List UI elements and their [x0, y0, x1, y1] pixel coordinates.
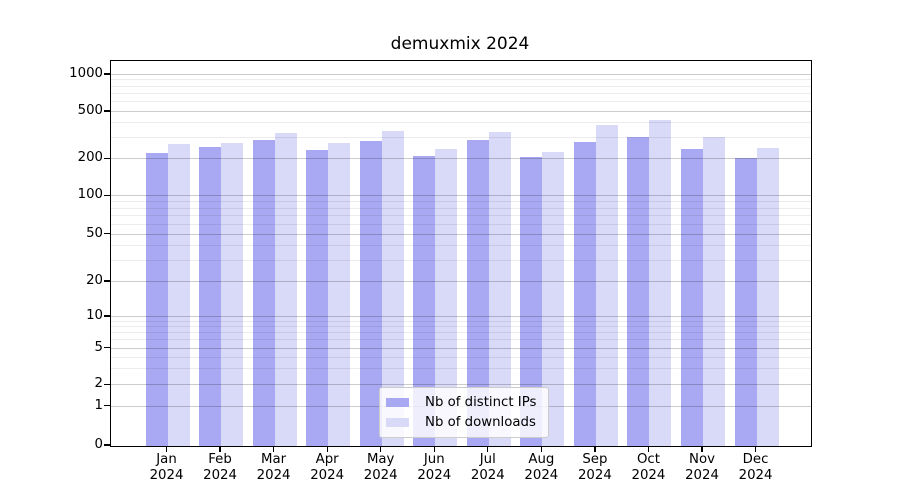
- bar-distinct-ips-oct: [627, 137, 650, 446]
- bar-distinct-ips-may: [359, 141, 382, 446]
- legend-label-distinct-ips: Nb of distinct IPs: [425, 395, 537, 410]
- x-tick-mark: [326, 446, 328, 452]
- x-tick-mark: [701, 446, 703, 452]
- y-tick-mark: [104, 110, 110, 112]
- x-tick-label: Sep 2024: [577, 452, 612, 483]
- x-tick-label: Jan 2024: [149, 452, 184, 483]
- x-tick-label: Jul 2024: [470, 452, 505, 483]
- bar-downloads-may: [381, 131, 404, 446]
- x-tick-label: Aug 2024: [524, 452, 559, 483]
- x-tick-mark: [273, 446, 275, 452]
- x-tick-mark: [433, 446, 435, 452]
- bar-distinct-ips-nov: [681, 149, 703, 446]
- x-tick-label: Oct 2024: [631, 452, 666, 483]
- y-tick-mark: [104, 233, 110, 235]
- x-tick-label: Dec 2024: [738, 452, 773, 483]
- y-tick-label: 200: [77, 150, 103, 166]
- legend-label-downloads: Nb of downloads: [425, 415, 536, 430]
- bar-distinct-ips-sep: [573, 141, 596, 446]
- x-tick-mark: [487, 446, 489, 452]
- legend-swatch-downloads: [386, 417, 409, 428]
- y-tick-label: 1: [94, 397, 103, 413]
- x-tick-mark: [540, 446, 543, 452]
- y-tick-mark: [104, 157, 110, 159]
- x-tick-mark: [754, 446, 757, 452]
- x-tick-label: Feb 2024: [203, 452, 237, 483]
- bar-distinct-ips-dec: [734, 157, 757, 446]
- y-tick-label: 10: [86, 308, 103, 324]
- y-tick-label: 500: [77, 102, 103, 118]
- y-tick-mark: [104, 280, 110, 282]
- bar-downloads-apr: [328, 143, 351, 446]
- y-tick-label: 0: [94, 437, 103, 452]
- x-tick-label: May 2024: [363, 452, 398, 483]
- bar-downloads-nov: [703, 137, 725, 446]
- y-tick-mark: [104, 346, 110, 349]
- legend-item-distinct-ips: Nb of distinct IPs: [386, 394, 536, 411]
- bars-layer: [111, 61, 811, 446]
- y-tick-label: 20: [86, 272, 103, 288]
- x-tick-label: Mar 2024: [256, 452, 291, 483]
- plot-area: Nb of distinct IPs Nb of downloads: [110, 60, 812, 447]
- bar-distinct-ips-jul: [466, 139, 489, 446]
- y-tick-mark: [104, 194, 110, 196]
- legend-swatch-distinct-ips: [386, 397, 409, 408]
- bar-downloads-dec: [756, 147, 779, 446]
- bar-downloads-mar: [274, 132, 297, 446]
- legend: Nb of distinct IPs Nb of downloads: [379, 387, 550, 438]
- bar-downloads-feb: [221, 142, 244, 446]
- x-tick-label: Nov 2024: [685, 452, 719, 483]
- bar-downloads-jul: [488, 131, 511, 446]
- x-tick-mark: [165, 446, 168, 452]
- x-tick-mark: [647, 446, 650, 452]
- bar-distinct-ips-aug: [520, 157, 543, 446]
- bar-distinct-ips-jan: [145, 153, 168, 446]
- y-tick-label: 100: [77, 187, 103, 203]
- legend-item-downloads: Nb of downloads: [386, 414, 536, 431]
- bar-distinct-ips-apr: [306, 149, 329, 446]
- y-tick-mark: [104, 315, 110, 317]
- chart-title: demuxmix 2024: [390, 34, 530, 54]
- x-tick-mark: [380, 446, 382, 452]
- bar-distinct-ips-feb: [199, 147, 222, 446]
- bar-distinct-ips-jun: [413, 155, 436, 446]
- y-tick-mark: [104, 444, 110, 446]
- y-tick-label: 50: [86, 225, 103, 241]
- x-tick-mark: [594, 446, 596, 452]
- y-tick-mark: [104, 383, 110, 385]
- y-tick-label: 2: [94, 376, 103, 392]
- x-tick-label: Jun 2024: [417, 452, 452, 483]
- x-tick-mark: [219, 446, 221, 452]
- bar-distinct-ips-mar: [252, 140, 275, 446]
- bar-downloads-oct: [649, 120, 672, 446]
- bar-downloads-sep: [595, 125, 618, 446]
- x-tick-label: Apr 2024: [310, 452, 345, 483]
- bar-downloads-jan: [167, 144, 190, 446]
- y-tick-label: 1000: [69, 65, 103, 81]
- bar-downloads-aug: [542, 151, 565, 446]
- bar-downloads-jun: [435, 149, 458, 446]
- y-tick-label: 5: [94, 339, 103, 355]
- y-tick-mark: [104, 405, 110, 407]
- y-tick-mark: [104, 73, 110, 75]
